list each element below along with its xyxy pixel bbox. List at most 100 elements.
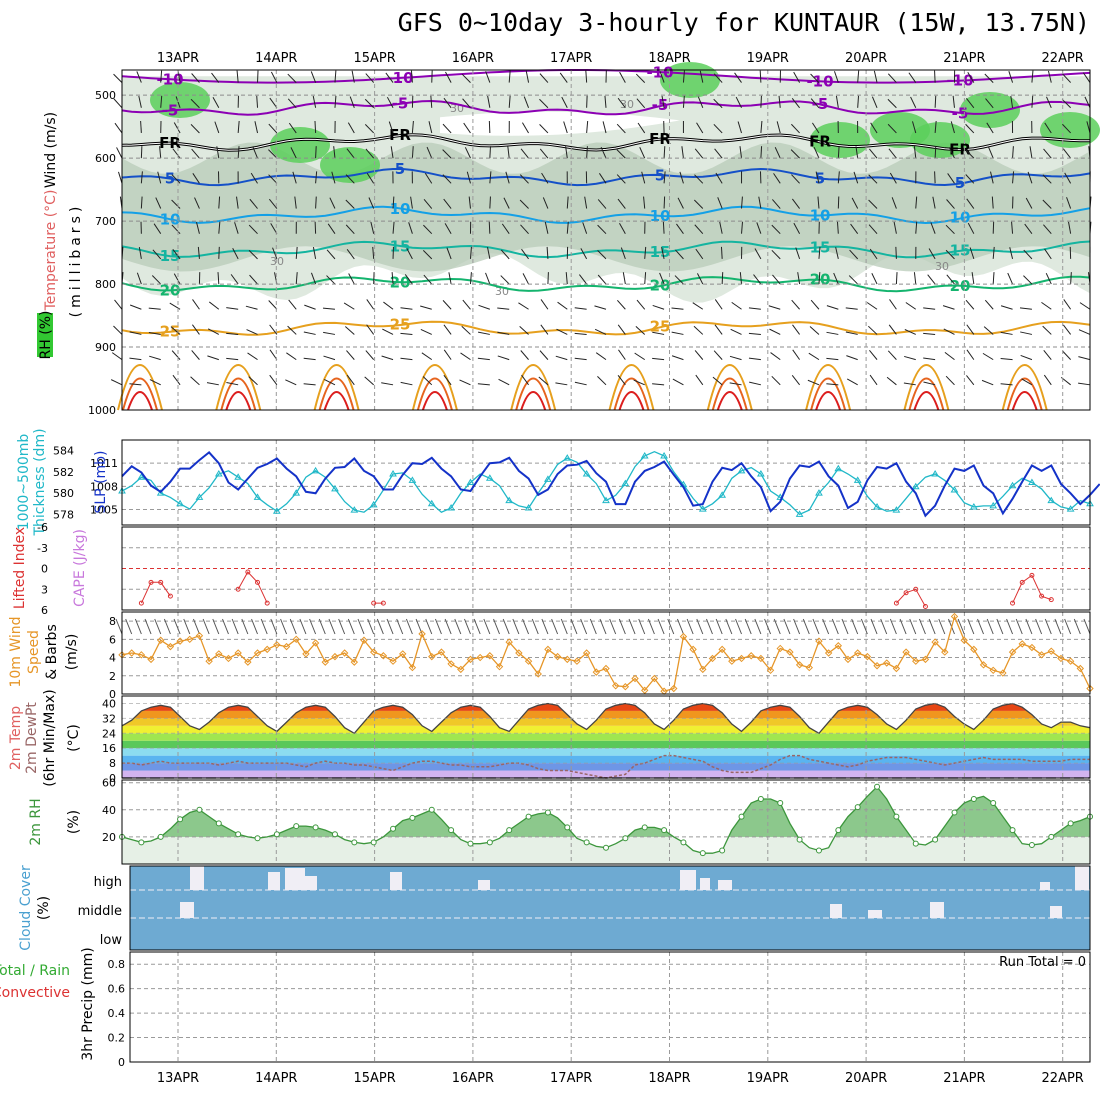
surface-wind-barb — [251, 618, 258, 635]
surface-wind-barb — [1054, 618, 1062, 635]
precip-tick: 0.6 — [108, 983, 126, 996]
warm-lobe-contour — [618, 391, 645, 411]
wind-barb — [498, 378, 510, 386]
contour-label: 10 — [390, 200, 411, 218]
temp-band — [122, 725, 1090, 734]
wind-barb — [382, 328, 394, 335]
rh-point — [157, 833, 164, 840]
wind-barb — [845, 307, 858, 310]
wind-barb — [443, 374, 452, 386]
date-label-top: 20APR — [845, 51, 887, 66]
surface-wind-barb — [686, 618, 694, 635]
wind-barb — [969, 247, 975, 260]
date-label-bottom: 16APR — [452, 1071, 494, 1086]
wind-barb — [672, 378, 684, 386]
wind-speed-marker — [553, 652, 562, 661]
thickness-marker — [389, 470, 397, 477]
wind-barb — [346, 374, 355, 386]
pressure-tick-label: 1000 — [88, 404, 116, 417]
wind-barb — [661, 247, 665, 259]
thickness-marker — [1047, 496, 1056, 504]
wind-barb — [715, 172, 723, 184]
wind-barb — [791, 299, 800, 310]
wind-barb — [404, 274, 413, 285]
middle-cloud-bar — [930, 902, 944, 918]
wind-barb — [714, 324, 723, 335]
rh-point — [1048, 833, 1055, 840]
wind-barb — [616, 123, 626, 134]
wind-speed-marker — [931, 638, 939, 646]
wind-speed-marker — [302, 650, 310, 658]
wind-barb — [485, 272, 491, 285]
wind-barb — [190, 124, 200, 134]
wind-speed-marker — [921, 655, 930, 664]
wind-barb — [749, 381, 761, 386]
wind-barb — [288, 299, 297, 310]
wind-barb — [334, 70, 337, 83]
wind-barb — [381, 355, 394, 361]
wind-barb — [1007, 272, 1014, 285]
wind-barb — [1066, 197, 1072, 209]
thickness-marker — [214, 470, 223, 477]
wind-barb — [1062, 73, 1072, 83]
surface-wind-barb — [425, 618, 433, 635]
wind-barb — [268, 198, 278, 209]
li-tick: 3 — [41, 583, 48, 596]
wind-barb — [908, 72, 917, 83]
wind-barb — [392, 196, 395, 209]
wind-barb — [681, 146, 684, 159]
wind-speed-marker — [863, 652, 872, 661]
wind-barb — [312, 246, 317, 259]
wind-barb — [160, 70, 163, 83]
wind-speed-marker — [292, 635, 300, 644]
wind-barb — [809, 326, 820, 335]
wind-barb — [947, 173, 955, 184]
thickness-marker — [718, 491, 727, 498]
wind-barb — [406, 248, 413, 260]
wind-barb — [810, 73, 820, 83]
wind-tick: 2 — [109, 670, 116, 683]
date-label-bottom: 18APR — [648, 1071, 690, 1086]
wind-barb — [636, 98, 646, 109]
thickness-marker — [195, 493, 204, 500]
ylabel-slp: SLP (mb) — [93, 450, 109, 513]
wind-barb — [729, 382, 742, 386]
wind-speed-marker — [1018, 640, 1026, 648]
wind-barb — [366, 172, 375, 184]
wind-barb — [423, 224, 433, 235]
surface-wind-barb — [338, 618, 346, 635]
wind-speed-marker — [147, 655, 155, 664]
contour-label: 20 — [650, 276, 671, 294]
wind-speed-marker — [941, 648, 949, 656]
wind-speed-marker — [979, 661, 988, 669]
wind-barb — [1031, 95, 1034, 108]
wind-barb — [1008, 71, 1014, 83]
rh-point — [777, 800, 784, 807]
wind-barb — [459, 379, 471, 386]
wind-barb — [965, 174, 975, 184]
wind-barb — [443, 198, 452, 209]
contour-label: 5 — [955, 174, 965, 192]
wind-speed-marker — [176, 637, 184, 645]
wind-barb — [230, 274, 239, 285]
wind-barb — [846, 378, 858, 386]
thickness-marker — [969, 502, 978, 510]
wind-barb — [760, 146, 763, 159]
wind-barb — [1046, 96, 1052, 108]
wind-barb — [497, 331, 510, 335]
upper-air-ylabel: Wind (m/s) Temperature (°C) — [43, 112, 59, 312]
wind-barb — [833, 71, 839, 83]
surface-wind-barb — [280, 618, 288, 635]
wind-barb — [869, 374, 878, 386]
wind-barb — [304, 304, 316, 310]
temp-tick: 8 — [109, 757, 116, 770]
wind-barb — [913, 146, 917, 159]
wind-speed-marker — [495, 662, 504, 671]
wind-barb — [400, 357, 413, 361]
wind-barb — [1062, 123, 1072, 134]
date-label-top: 16APR — [452, 51, 494, 66]
li-tick: -6 — [37, 521, 48, 534]
wind-barb — [256, 95, 259, 108]
wind-barb — [870, 122, 878, 134]
wind-barb — [113, 73, 123, 83]
